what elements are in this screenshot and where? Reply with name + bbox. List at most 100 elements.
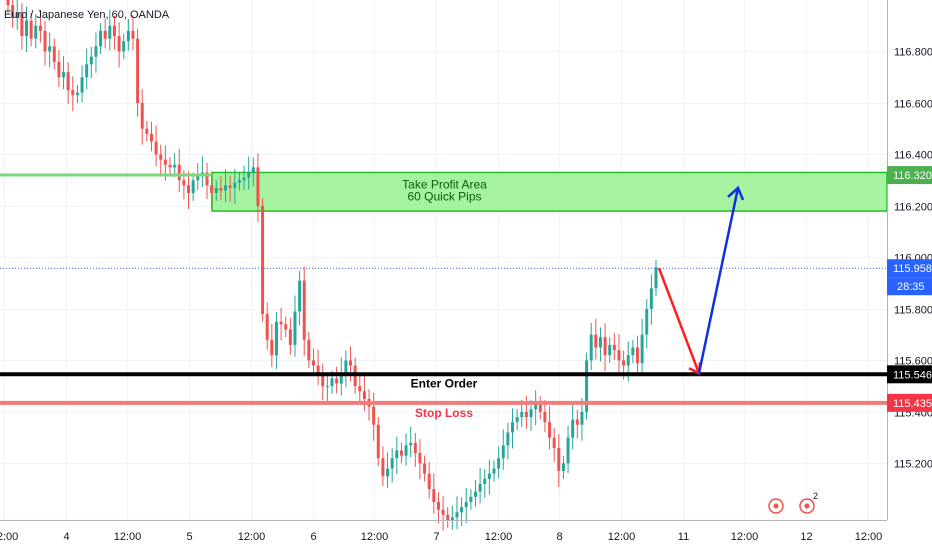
grid: [0, 0, 887, 520]
price-tick-label: 115.600: [894, 356, 932, 368]
candle-body: [626, 355, 630, 366]
candle-body: [515, 417, 519, 423]
candle-body: [362, 391, 366, 400]
stop-loss-price-tag-bg: [887, 393, 932, 412]
time-tick-label: 12:00: [0, 531, 18, 543]
time-tick-label: 11: [678, 531, 689, 543]
record-icon[interactable]: [768, 498, 784, 514]
candle-body: [11, 5, 15, 19]
candle-body: [242, 177, 246, 181]
candle-body: [94, 46, 98, 57]
candle-body: [557, 447, 561, 472]
candle-body: [330, 378, 334, 387]
price-tick-label: 115.200: [894, 459, 932, 471]
candle-body: [117, 36, 121, 52]
candle-body: [598, 337, 602, 348]
stop-loss-label: Stop Loss: [415, 406, 473, 420]
candle-body: [140, 102, 144, 129]
candle-body: [145, 128, 149, 134]
candle-body: [224, 185, 228, 191]
candle-body: [339, 373, 343, 384]
candle-body: [214, 187, 218, 194]
candle-body: [311, 360, 315, 366]
zones: [211, 171, 888, 212]
time-tick-label: 4: [63, 531, 69, 543]
candle-body: [154, 141, 158, 155]
candle-body: [237, 180, 241, 183]
take-profit-pips-label: 60 Quick Pips: [407, 189, 481, 203]
candle-body: [473, 491, 477, 497]
candle-body: [149, 133, 153, 142]
candle-body: [654, 267, 658, 289]
chart-title: Euro / Japanese Yen, 60, OANDA: [4, 9, 170, 21]
candle-body: [103, 30, 107, 39]
time-tick-label: 12:00: [731, 531, 759, 543]
candle-body: [487, 473, 491, 479]
candle-body: [640, 334, 644, 363]
candle-body: [469, 496, 473, 502]
candle-body: [52, 46, 56, 62]
candle-body: [390, 458, 394, 469]
time-tick-label: 12: [800, 531, 812, 543]
candle-body: [71, 90, 75, 96]
candle-body: [20, 12, 24, 37]
candle-body: [344, 360, 348, 374]
candle-body: [233, 182, 237, 188]
candle-body: [446, 514, 450, 520]
candle-body: [589, 334, 593, 361]
candle-body: [251, 167, 255, 173]
level-lines: [0, 173, 887, 405]
candle-body: [131, 30, 135, 39]
candle-body: [427, 473, 431, 490]
current-price-tag-bg: [887, 259, 932, 278]
candle-body: [66, 72, 70, 91]
candle-body: [649, 288, 653, 309]
candle-body: [622, 360, 626, 366]
candle-body: [478, 483, 482, 492]
candle-body: [497, 458, 501, 469]
candle-body: [288, 329, 292, 345]
candle-body: [261, 205, 265, 315]
candle-body: [534, 404, 538, 410]
alerts-badge: 2: [813, 491, 818, 501]
candle-body: [205, 172, 209, 186]
candle-body: [6, 0, 10, 6]
candle-body: [399, 450, 403, 456]
candle-body: [25, 20, 29, 37]
time-tick-label: 12:00: [485, 531, 513, 543]
candle-body: [635, 347, 639, 363]
candle-body: [126, 30, 130, 42]
price-axis[interactable]: 115.200115.400115.600115.800116.000116.2…: [887, 0, 932, 550]
price-tick-label: 116.200: [894, 202, 932, 214]
take-profit-price-tag-bg: [887, 166, 932, 185]
candle-body: [75, 92, 79, 96]
candle-body: [441, 509, 445, 515]
candle-body: [136, 38, 140, 103]
candle-body: [34, 25, 38, 39]
candle-body: [247, 172, 251, 178]
candle-body: [538, 404, 542, 412]
projection-arrows: [657, 185, 745, 376]
candle-body: [566, 437, 570, 464]
candle-body: [543, 411, 547, 423]
candle-body: [316, 365, 320, 374]
candle-body: [108, 25, 112, 39]
candle-body: [460, 507, 464, 513]
candle-body: [520, 411, 524, 418]
candle-body: [432, 489, 436, 502]
candle-body: [450, 517, 454, 520]
candle-body: [62, 72, 66, 78]
time-tick-label: 6: [310, 531, 316, 543]
candle-body: [112, 25, 116, 37]
time-axis[interactable]: 12:00 4 12:00 5 12:00 6 12:00 7 12:00 8 12:00 11 12:…: [0, 520, 887, 544]
alerts-icon[interactable]: [799, 498, 815, 514]
candle-body: [43, 30, 47, 52]
candle-body: [302, 280, 306, 340]
time-tick-label: 7: [433, 531, 439, 543]
take-profit-zone[interactable]: [211, 171, 888, 212]
candle-body: [321, 373, 325, 387]
candle-body: [85, 64, 89, 78]
